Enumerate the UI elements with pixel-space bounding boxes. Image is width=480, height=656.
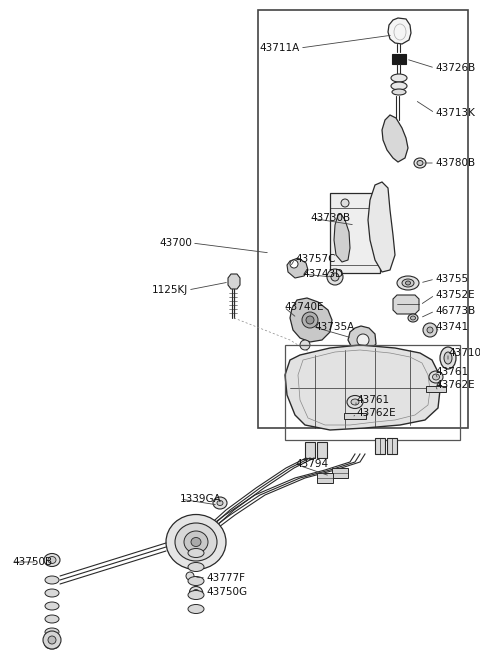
Ellipse shape — [402, 279, 414, 287]
Ellipse shape — [188, 548, 204, 558]
Text: 43752E: 43752E — [435, 290, 475, 300]
Ellipse shape — [213, 497, 227, 509]
Text: 43755: 43755 — [435, 274, 468, 284]
Polygon shape — [287, 258, 308, 278]
Text: 43750B: 43750B — [12, 557, 52, 567]
Text: 43777F: 43777F — [206, 573, 245, 583]
Ellipse shape — [190, 586, 203, 598]
Circle shape — [186, 572, 194, 580]
Text: 43757C: 43757C — [295, 254, 336, 264]
Ellipse shape — [417, 161, 423, 165]
Ellipse shape — [45, 602, 59, 610]
Ellipse shape — [217, 501, 223, 506]
Ellipse shape — [351, 399, 359, 405]
Text: 43794: 43794 — [295, 459, 328, 469]
Ellipse shape — [188, 604, 204, 613]
Ellipse shape — [392, 89, 406, 95]
Text: 43761: 43761 — [435, 367, 468, 377]
Ellipse shape — [408, 314, 418, 322]
Ellipse shape — [45, 641, 59, 649]
Circle shape — [341, 199, 349, 207]
Ellipse shape — [347, 396, 363, 409]
Circle shape — [427, 327, 433, 333]
Text: 43740E: 43740E — [284, 302, 324, 312]
Text: 43700: 43700 — [159, 238, 192, 248]
Text: 1339GA: 1339GA — [180, 494, 222, 504]
Ellipse shape — [432, 374, 440, 380]
Circle shape — [306, 316, 314, 324]
Ellipse shape — [48, 556, 56, 564]
Ellipse shape — [391, 74, 407, 82]
Bar — [426, 386, 446, 392]
Ellipse shape — [188, 577, 204, 586]
Text: 43743D: 43743D — [302, 269, 343, 279]
Ellipse shape — [45, 589, 59, 597]
Ellipse shape — [45, 615, 59, 623]
Text: 43710D: 43710D — [448, 348, 480, 358]
Bar — [317, 442, 327, 458]
Ellipse shape — [184, 531, 208, 553]
Circle shape — [331, 273, 339, 281]
Circle shape — [48, 636, 56, 644]
Ellipse shape — [444, 352, 452, 364]
Circle shape — [300, 340, 310, 350]
Circle shape — [43, 631, 61, 649]
Circle shape — [327, 269, 343, 285]
Circle shape — [290, 260, 298, 268]
Polygon shape — [285, 345, 440, 430]
Polygon shape — [382, 115, 408, 162]
Bar — [392, 54, 406, 64]
Bar — [330, 193, 380, 273]
Text: 43761: 43761 — [356, 395, 389, 405]
Polygon shape — [388, 18, 411, 44]
Text: 46773B: 46773B — [435, 306, 475, 316]
Polygon shape — [393, 295, 419, 314]
Polygon shape — [228, 274, 240, 289]
Ellipse shape — [440, 347, 456, 369]
Circle shape — [302, 312, 318, 328]
Ellipse shape — [188, 590, 204, 600]
Polygon shape — [368, 182, 395, 272]
Polygon shape — [348, 326, 376, 352]
Ellipse shape — [188, 562, 204, 571]
Ellipse shape — [397, 276, 419, 290]
Bar — [375, 438, 385, 454]
Ellipse shape — [166, 514, 226, 569]
Text: 43713K: 43713K — [435, 108, 475, 118]
Circle shape — [423, 323, 437, 337]
Text: 43730B: 43730B — [310, 213, 350, 223]
Text: 43780B: 43780B — [435, 158, 475, 168]
Text: 43726B: 43726B — [435, 63, 475, 73]
Text: 43762E: 43762E — [356, 408, 396, 418]
Text: 43741: 43741 — [435, 322, 468, 332]
Ellipse shape — [44, 554, 60, 567]
Ellipse shape — [391, 82, 407, 90]
Circle shape — [357, 334, 369, 346]
Bar — [332, 468, 348, 478]
Polygon shape — [290, 298, 332, 342]
Bar — [387, 438, 397, 454]
Ellipse shape — [45, 576, 59, 584]
Bar — [344, 413, 366, 419]
Text: 1125KJ: 1125KJ — [152, 285, 188, 295]
Ellipse shape — [429, 371, 443, 383]
Ellipse shape — [45, 628, 59, 636]
Ellipse shape — [191, 537, 201, 546]
Text: 43750G: 43750G — [206, 587, 247, 597]
Ellipse shape — [410, 316, 416, 320]
Text: 43711A: 43711A — [260, 43, 300, 53]
Bar — [285, 345, 460, 440]
Text: 43762E: 43762E — [435, 380, 475, 390]
Bar — [305, 442, 315, 458]
Ellipse shape — [193, 590, 199, 594]
Ellipse shape — [175, 523, 217, 561]
Text: 43735A: 43735A — [314, 322, 354, 332]
Bar — [317, 473, 333, 483]
Polygon shape — [334, 214, 350, 262]
Ellipse shape — [414, 158, 426, 168]
Bar — [258, 10, 468, 428]
Ellipse shape — [406, 281, 410, 285]
